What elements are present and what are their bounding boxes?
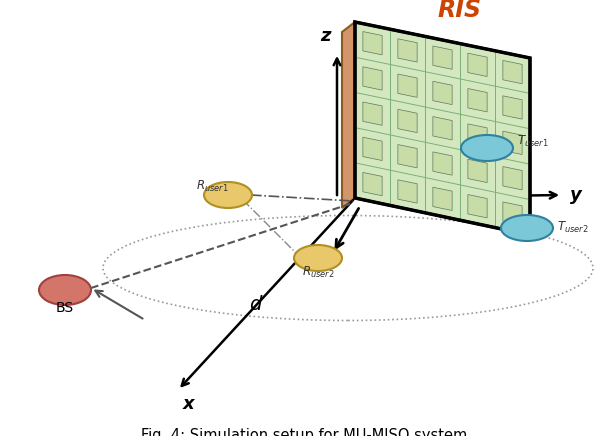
Polygon shape — [398, 39, 417, 62]
Polygon shape — [468, 53, 487, 77]
Polygon shape — [363, 137, 382, 160]
Polygon shape — [433, 187, 452, 211]
Text: $T_{user2}$: $T_{user2}$ — [557, 220, 589, 235]
Polygon shape — [398, 180, 417, 203]
Text: d: d — [249, 295, 261, 314]
Text: $R_{user2}$: $R_{user2}$ — [302, 265, 334, 280]
Text: BS: BS — [56, 301, 74, 315]
Polygon shape — [468, 89, 487, 112]
Polygon shape — [503, 61, 522, 84]
Polygon shape — [468, 124, 487, 147]
Text: z: z — [320, 27, 330, 45]
Polygon shape — [363, 102, 382, 125]
Polygon shape — [433, 152, 452, 175]
Text: $R_{user1}$: $R_{user1}$ — [196, 179, 229, 194]
Polygon shape — [363, 31, 382, 55]
Polygon shape — [363, 67, 382, 90]
Polygon shape — [468, 159, 487, 183]
Polygon shape — [363, 172, 382, 196]
Polygon shape — [398, 145, 417, 168]
Polygon shape — [503, 167, 522, 190]
Text: Fig. 4: Simulation setup for MU-MISO system: Fig. 4: Simulation setup for MU-MISO sys… — [141, 428, 467, 436]
Ellipse shape — [204, 182, 252, 208]
Polygon shape — [503, 131, 522, 154]
Polygon shape — [433, 81, 452, 105]
Text: y: y — [570, 186, 582, 204]
Ellipse shape — [294, 245, 342, 271]
Polygon shape — [398, 109, 417, 133]
Polygon shape — [342, 22, 355, 208]
Ellipse shape — [39, 275, 91, 305]
Ellipse shape — [461, 135, 513, 161]
Polygon shape — [433, 116, 452, 140]
Polygon shape — [468, 194, 487, 218]
Polygon shape — [433, 46, 452, 69]
Text: RIS: RIS — [438, 0, 482, 22]
Polygon shape — [398, 74, 417, 97]
Polygon shape — [503, 96, 522, 119]
Polygon shape — [355, 22, 530, 235]
Polygon shape — [503, 202, 522, 225]
Ellipse shape — [501, 215, 553, 241]
Text: x: x — [183, 395, 195, 413]
Text: $T_{user1}$: $T_{user1}$ — [517, 134, 548, 149]
